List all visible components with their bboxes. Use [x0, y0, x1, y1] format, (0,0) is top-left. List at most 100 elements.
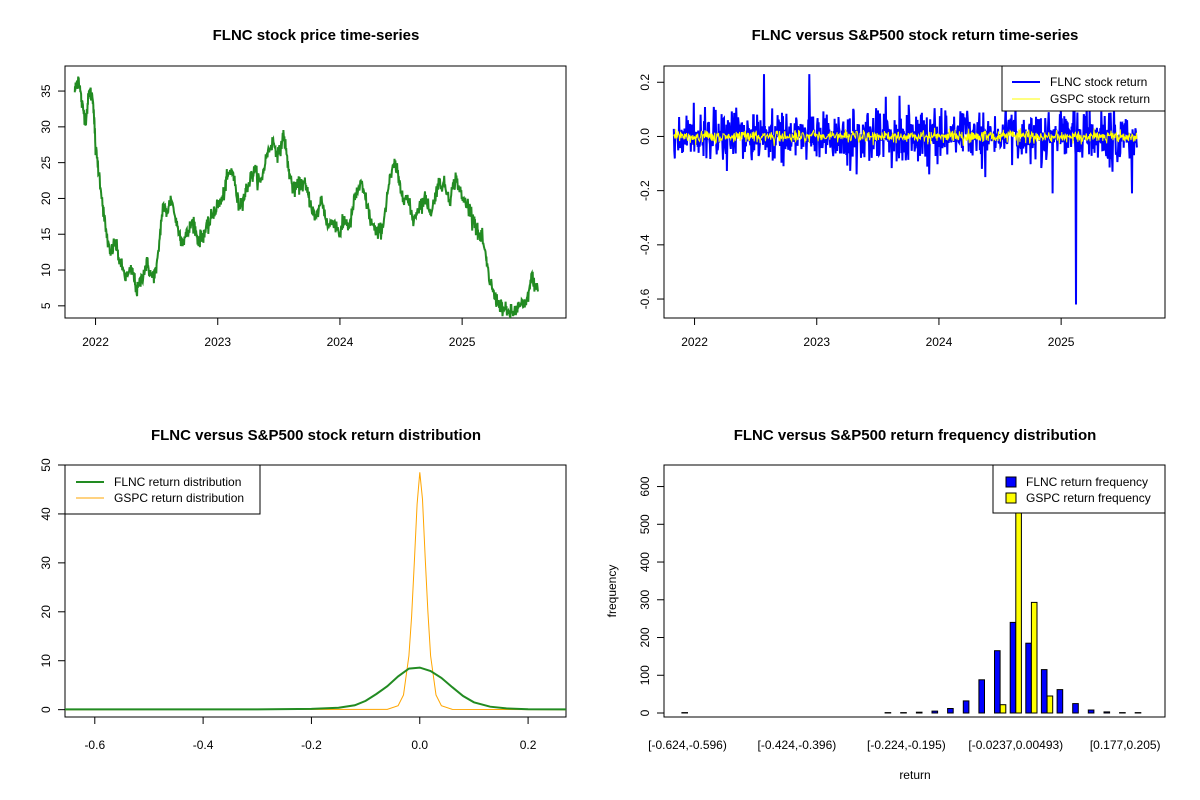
price-chart-title: FLNC stock price time-series [213, 27, 420, 44]
price-x-tick-label: 2024 [327, 335, 354, 349]
price-y-tick-label: 5 [39, 302, 53, 309]
return-timeseries-legend-box [1001, 65, 1166, 112]
gspc-frequency-bar [1015, 501, 1022, 714]
histogram-plot-frame [663, 464, 1166, 718]
flnc-frequency-bar [915, 711, 923, 714]
gspc-frequency-bar [1030, 601, 1038, 714]
histogram-y-ticks: 0 100 200 300 400 500 600 [638, 476, 664, 716]
density-plot-frame [64, 464, 567, 718]
density-legend-box [64, 464, 261, 515]
density-x-tick-label: -0.2 [301, 738, 322, 752]
flnc-frequency-legend-label: FLNC return frequency [1026, 475, 1148, 489]
return-timeseries-y-tick-label: 0.0 [638, 128, 652, 145]
return-timeseries-title: FLNC versus S&P500 stock return time-ser… [752, 27, 1079, 44]
return-timeseries-y-tick-label: -0.4 [638, 234, 652, 255]
density-legend: FLNC return distribution GSPC return dis… [64, 464, 261, 515]
histogram-y-tick-label: 300 [638, 589, 652, 609]
price-x-tick-label: 2022 [82, 335, 109, 349]
gspc-return-line [673, 127, 1138, 147]
return-timeseries-y-tick-label: -0.6 [638, 288, 652, 309]
histogram-y-tick-label: 400 [638, 552, 652, 572]
return-timeseries-y-tick-label: -0.2 [638, 180, 652, 201]
histogram-x-ticks: [-0.624,-0.596) [-0.424,-0.396) [-0.224,… [648, 738, 1160, 752]
return-timeseries-panel: FLNC versus S&P500 stock return time-ser… [638, 27, 1166, 349]
gspc-frequency-bar [999, 704, 1007, 714]
flnc-density-line [65, 666, 567, 711]
flnc-frequency-bar [1087, 709, 1095, 714]
flnc-price-line [73, 76, 539, 319]
histogram-chart-title: FLNC versus S&P500 return frequency dist… [734, 427, 1097, 444]
density-x-tick-label: -0.6 [84, 738, 105, 752]
gspc-frequency-legend-label: GSPC return frequency [1026, 491, 1151, 505]
density-y-tick-label: 30 [39, 556, 53, 570]
gspc-frequency-legend-swatch [1005, 492, 1017, 504]
return-timeseries-x-tick-label: 2024 [926, 335, 953, 349]
histogram-y-axis-label: frequency [605, 565, 619, 618]
price-y-ticks: 5 10 15 20 25 30 35 [39, 84, 65, 309]
flnc-frequency-bar [1072, 703, 1079, 714]
density-x-tick-label: 0.2 [520, 738, 537, 752]
return-timeseries-y-ticks: -0.6 -0.4 -0.2 0.0 0.2 [638, 74, 664, 309]
histogram-y-tick-label: 200 [638, 627, 652, 647]
histogram-x-tick-label: [0.177,0.205) [1090, 738, 1161, 752]
flnc-frequency-bar [962, 700, 970, 714]
histogram-y-tick-label: 0 [638, 709, 652, 716]
gspc-return-legend-label: GSPC stock return [1050, 92, 1150, 106]
gspc-density-line [64, 472, 567, 711]
price-y-tick-label: 10 [39, 263, 53, 277]
return-timeseries-legend: FLNC stock return GSPC stock return [1001, 65, 1166, 112]
histogram-legend-box [992, 464, 1166, 514]
return-timeseries-x-ticks: 2022 2023 2024 2025 [681, 318, 1075, 349]
price-x-tick-label: 2025 [449, 335, 476, 349]
flnc-frequency-legend-swatch [1005, 476, 1017, 488]
density-y-tick-label: 10 [39, 654, 53, 668]
density-x-tick-label: 0.0 [411, 738, 428, 752]
histogram-x-tick-label: [-0.624,-0.596) [648, 738, 727, 752]
gspc-density-legend-label: GSPC return distribution [114, 491, 244, 505]
density-x-tick-label: -0.4 [193, 738, 214, 752]
flnc-return-legend-label: FLNC stock return [1050, 75, 1147, 89]
histogram-legend: FLNC return frequency GSPC return freque… [992, 464, 1166, 514]
density-y-tick-label: 0 [39, 706, 53, 713]
flnc-frequency-bar [1040, 669, 1048, 714]
histogram-y-tick-label: 500 [638, 514, 652, 534]
return-timeseries-x-tick-label: 2022 [681, 335, 708, 349]
flnc-frequency-bar [1103, 711, 1111, 714]
density-x-ticks: -0.6 -0.4 -0.2 0.0 0.2 [84, 717, 537, 752]
price-y-tick-label: 15 [39, 227, 53, 241]
histogram-panel: FLNC versus S&P500 return frequency dist… [605, 427, 1166, 782]
density-y-tick-label: 20 [39, 605, 53, 619]
return-timeseries-x-tick-label: 2025 [1048, 335, 1075, 349]
flnc-frequency-bar [1025, 642, 1032, 714]
density-y-tick-label: 40 [39, 507, 53, 521]
price-panel: FLNC stock price time-series 2022 2023 2… [39, 27, 567, 349]
return-timeseries-plot-frame [663, 65, 1166, 319]
price-x-ticks: 2022 2023 2024 2025 [82, 318, 476, 349]
flnc-frequency-bar [978, 679, 986, 714]
price-y-tick-label: 35 [39, 84, 53, 98]
flnc-frequency-bar [931, 710, 939, 714]
return-timeseries-y-tick-label: 0.2 [638, 74, 652, 91]
return-timeseries-x-tick-label: 2023 [803, 335, 830, 349]
histogram-x-tick-label: [-0.0237,0.00493) [968, 738, 1063, 752]
flnc-frequency-bar [1009, 621, 1017, 714]
density-y-ticks: 0 10 20 30 40 50 [39, 458, 65, 713]
histogram-y-tick-label: 600 [638, 476, 652, 496]
price-plot-frame [64, 65, 567, 319]
histogram-x-tick-label: [-0.424,-0.396) [758, 738, 837, 752]
density-panel: FLNC versus S&P500 stock return distribu… [39, 427, 567, 752]
price-y-tick-label: 25 [39, 156, 53, 170]
price-x-tick-label: 2023 [204, 335, 231, 349]
price-y-tick-label: 20 [39, 191, 53, 205]
flnc-frequency-bar [947, 708, 954, 714]
histogram-x-tick-label: [-0.224,-0.195) [867, 738, 946, 752]
gspc-frequency-bar [1046, 695, 1054, 714]
flnc-density-legend-label: FLNC return distribution [114, 475, 241, 489]
histogram-y-tick-label: 100 [638, 665, 652, 685]
price-y-tick-label: 30 [39, 120, 53, 134]
histogram-x-axis-label: return [899, 768, 930, 782]
flnc-frequency-bar [1056, 689, 1064, 714]
density-chart-title: FLNC versus S&P500 stock return distribu… [151, 427, 481, 444]
flnc-frequency-bar [994, 650, 1001, 714]
